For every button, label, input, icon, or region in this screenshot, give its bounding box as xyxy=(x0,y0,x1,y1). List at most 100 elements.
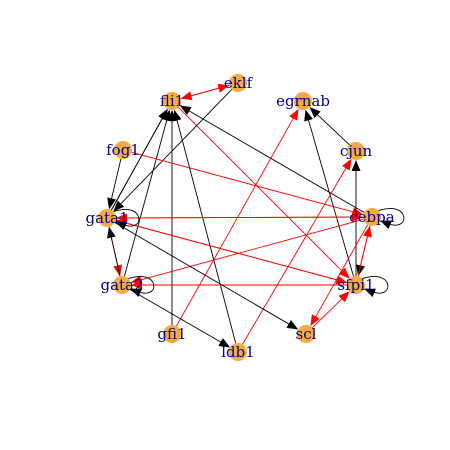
edge-gata1-to-sfpi1 xyxy=(115,219,348,285)
edge-line xyxy=(178,107,345,274)
edge-ldb1-to-cjun xyxy=(242,158,352,345)
node-circle xyxy=(113,276,131,294)
edge-line xyxy=(175,117,237,344)
arrow-head xyxy=(179,105,192,115)
edge-cebpa-to-fli1 xyxy=(179,105,365,213)
arrow-head xyxy=(218,338,231,348)
node-gata2: gata2 xyxy=(100,276,144,294)
edge-line xyxy=(110,115,165,211)
edge-line xyxy=(186,109,365,213)
self-loops-layer xyxy=(113,208,405,298)
edge-sfpi1-to-gata2 xyxy=(131,280,347,290)
node-label: egrnab xyxy=(276,92,330,110)
node-circle xyxy=(229,74,247,92)
node-cebpa: cebpa xyxy=(349,208,395,226)
nodes-layer: fli1 eklf egrnab cjun fog1 cebpa gata1 gata2 sfp… xyxy=(85,74,395,361)
self-loop-arrow-head xyxy=(364,288,376,298)
edge-fli1-to-sfpi1 xyxy=(178,107,350,279)
edge-cebpa-to-scl xyxy=(310,224,368,327)
edge-cjun-to-egrnab xyxy=(309,107,350,146)
arrow-head xyxy=(351,212,364,222)
edge-gata1-to-cebpa xyxy=(115,212,364,222)
edge-line xyxy=(176,115,296,327)
edge-fli1-to-eklf xyxy=(180,83,230,100)
arrow-head xyxy=(309,107,321,118)
node-label: sfpi1 xyxy=(337,276,374,294)
arrow-head xyxy=(113,200,125,212)
node-label: gfi1 xyxy=(157,325,186,343)
arrow-head xyxy=(335,275,348,285)
arrow-head xyxy=(107,197,116,210)
node-gata1: gata1 xyxy=(85,209,129,227)
node-label: fli1 xyxy=(160,92,184,110)
arrow-head xyxy=(310,314,320,327)
edge-line xyxy=(110,158,122,202)
edge-gata1-to-scl xyxy=(114,222,299,330)
arrow-head xyxy=(304,109,313,122)
edge-line xyxy=(357,233,369,277)
edge-sfpi1-to-cebpa xyxy=(357,225,372,277)
node-scl: scl xyxy=(296,325,317,343)
node-circle xyxy=(163,92,181,110)
edge-sfpi1-to-egrnab xyxy=(304,109,354,277)
node-circle xyxy=(347,142,365,160)
node-circle xyxy=(229,343,247,361)
node-label: cebpa xyxy=(349,208,394,226)
self-loop-curve xyxy=(378,208,405,226)
node-label: fog1 xyxy=(106,141,140,159)
edge-eklf-to-gata1 xyxy=(113,89,233,212)
arrow-head xyxy=(172,109,182,122)
edge-ldb1-to-fli1 xyxy=(172,109,237,344)
arrow-head xyxy=(338,267,350,279)
self-loop-curve xyxy=(128,276,155,294)
edge-line xyxy=(312,296,345,329)
node-cjun: cjun xyxy=(340,142,373,160)
node-ldb1: ldb1 xyxy=(221,343,255,361)
node-egrnab: egrnab xyxy=(276,92,330,110)
edge-line xyxy=(129,289,224,344)
edge-line xyxy=(313,224,368,320)
edge-line xyxy=(115,216,356,219)
edge-fog1-to-cebpa xyxy=(131,151,364,217)
edge-gata2-to-ldb1 xyxy=(129,289,231,348)
edge-gfi1-to-egrnab xyxy=(176,108,299,327)
edge-line xyxy=(110,234,121,277)
node-circle xyxy=(114,141,132,159)
self-loop-curve xyxy=(362,276,389,294)
arrow-head xyxy=(363,225,372,238)
node-label: cjun xyxy=(340,142,373,160)
edge-line xyxy=(242,165,348,345)
node-gfi1: gfi1 xyxy=(157,325,187,343)
node-circle xyxy=(294,92,312,110)
edges-layer xyxy=(106,83,372,348)
edge-line xyxy=(118,89,233,207)
node-label: scl xyxy=(296,325,317,343)
node-circle xyxy=(163,325,181,343)
node-label: gata1 xyxy=(85,209,128,227)
edge-line xyxy=(138,218,364,281)
arrow-head xyxy=(341,158,352,171)
edge-sfpi1-to-cjun xyxy=(351,160,361,276)
arrow-head xyxy=(286,320,299,330)
edge-fog1-to-gata1 xyxy=(107,158,122,210)
node-eklf: eklf xyxy=(224,74,254,92)
self-loop-gata2 xyxy=(128,276,155,298)
node-fli1: fli1 xyxy=(160,92,184,110)
node-sfpi1: sfpi1 xyxy=(337,276,375,294)
node-circle xyxy=(347,276,365,294)
self-loop-arrow-head xyxy=(115,221,127,231)
arrow-head xyxy=(217,83,230,93)
edge-line xyxy=(180,87,222,100)
node-label: ldb1 xyxy=(221,343,255,361)
edge-gata2-to-gata1 xyxy=(106,226,121,277)
self-loop-sfpi1 xyxy=(362,276,389,298)
arrow-head xyxy=(106,226,116,239)
node-circle xyxy=(297,325,315,343)
edge-line xyxy=(115,219,340,282)
edge-line xyxy=(307,117,354,277)
arrow-head xyxy=(338,291,350,303)
arrow-head xyxy=(131,280,142,290)
arrow-head xyxy=(351,160,361,171)
self-loop-cebpa xyxy=(378,208,405,230)
